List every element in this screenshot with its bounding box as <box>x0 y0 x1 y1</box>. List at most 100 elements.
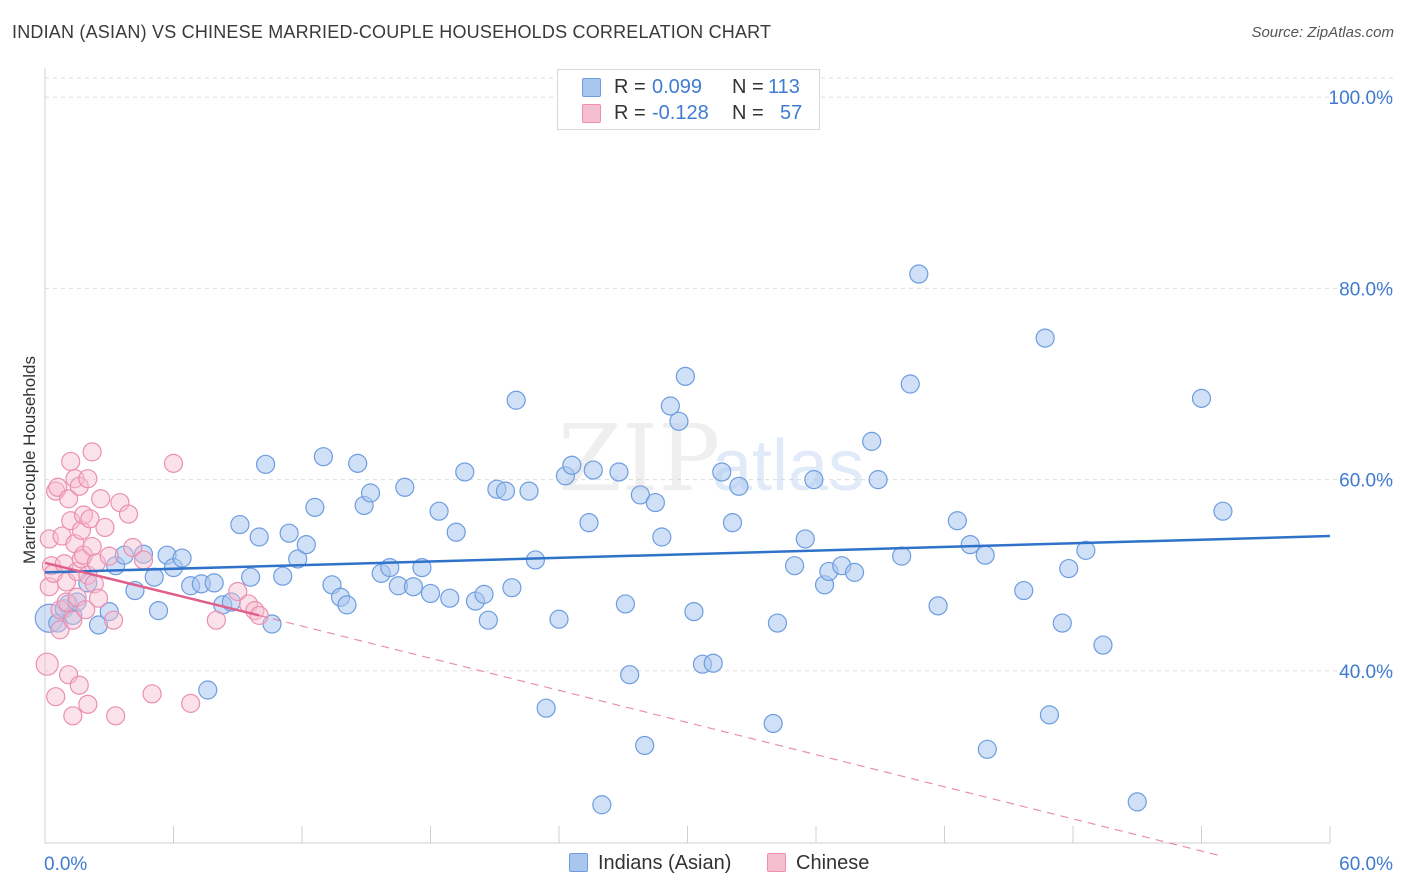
indians-point <box>440 588 460 608</box>
chinese-point <box>61 451 81 472</box>
y-tick-label: 80.0% <box>1339 279 1393 300</box>
indians-point <box>635 735 655 756</box>
y-tick-label: 40.0% <box>1339 662 1393 683</box>
indians-point <box>609 462 629 482</box>
indians-point <box>549 609 569 629</box>
indians-point <box>579 513 599 533</box>
indians-point <box>420 583 441 604</box>
indians-point <box>900 374 920 394</box>
indians-point <box>144 567 164 587</box>
chinese-point <box>78 694 98 714</box>
chinese-point <box>95 517 115 538</box>
indians-point <box>288 549 308 569</box>
indians-point <box>348 453 368 473</box>
chinese-point <box>82 442 102 462</box>
chinese-point <box>181 693 201 713</box>
watermark: ZIP atlas <box>558 405 864 512</box>
indians-point <box>652 527 672 547</box>
legend-n-label: N = <box>732 76 764 98</box>
indians-point <box>684 601 704 622</box>
indians-point <box>763 713 783 734</box>
points-layer <box>34 264 1233 815</box>
indians-point <box>519 481 539 501</box>
indians-point <box>249 527 269 547</box>
chinese-point <box>78 469 98 489</box>
indians-point <box>645 492 665 513</box>
indians-point <box>1093 635 1113 655</box>
indians-point <box>592 795 612 815</box>
trend-layer <box>44 534 1331 857</box>
indians-point <box>1076 540 1096 560</box>
indians-point <box>525 550 546 570</box>
indians-point <box>495 481 516 501</box>
bottom-legend-chinese: Chinese <box>767 852 869 875</box>
chinese-point <box>118 504 139 524</box>
indians-point <box>1014 580 1034 601</box>
indians-point <box>455 462 475 482</box>
legend-r-value: -0.128 <box>652 102 709 124</box>
legend-swatch-blue <box>582 78 601 97</box>
indians-point <box>583 460 603 480</box>
indians-point <box>230 514 250 535</box>
indians-point <box>1035 328 1055 348</box>
bottom-legend-label-indians: Indians (Asian) <box>598 852 732 874</box>
chart-title: INDIAN (ASIAN) VS CHINESE MARRIED-COUPLE… <box>12 22 772 42</box>
indians-point <box>446 522 466 542</box>
indians-point <box>1127 792 1147 812</box>
chinese-point <box>103 610 124 630</box>
x-tick-label-right: 60.0% <box>1339 854 1393 875</box>
chinese-trend-line <box>44 561 260 617</box>
indians-point <box>703 653 723 673</box>
indians-point <box>975 545 995 565</box>
indians-point <box>804 470 824 490</box>
bottom-legend-indians: Indians (Asian) <box>569 852 731 875</box>
indians-trend-line <box>44 534 1331 574</box>
chinese-point <box>91 489 111 509</box>
indians-point <box>722 513 743 533</box>
chinese-point <box>133 550 154 570</box>
indians-point <box>1039 705 1060 725</box>
indians-point <box>784 556 805 576</box>
indians-point <box>909 264 929 284</box>
indians-point <box>729 476 749 496</box>
indians-point <box>478 610 498 630</box>
indians-point <box>862 431 882 451</box>
indians-point <box>1191 388 1212 408</box>
indians-point <box>947 511 967 531</box>
indians-point <box>502 578 522 598</box>
axes-layer: 100.0% 80.0% 60.0% 40.0% <box>44 68 1393 844</box>
chinese-point <box>50 620 70 640</box>
chinese-point <box>106 706 126 726</box>
chinese-point <box>99 546 119 566</box>
indians-point <box>403 577 423 597</box>
indians-point <box>562 455 582 475</box>
indians-point <box>204 573 224 593</box>
chinese-point <box>76 600 96 620</box>
indians-point <box>928 596 948 616</box>
chinese-trend-extension <box>259 614 1224 857</box>
indians-point <box>88 615 109 635</box>
legend-r-label: R = <box>614 102 646 124</box>
indians-point <box>313 447 334 467</box>
legend-n-label: N = <box>732 102 764 124</box>
indians-point <box>1213 501 1233 521</box>
indians-point <box>148 601 169 621</box>
chinese-point <box>56 592 77 612</box>
chinese-point <box>63 610 83 630</box>
legend-r-label: R = <box>614 76 646 98</box>
legend-n-value: 113 <box>768 76 800 98</box>
chinese-point <box>163 453 184 473</box>
indians-point <box>767 613 788 633</box>
indians-point <box>712 462 732 482</box>
chinese-point <box>123 537 143 558</box>
indians-point <box>795 529 815 549</box>
indians-point <box>630 485 650 505</box>
indians-point <box>133 544 154 564</box>
indians-point <box>669 411 689 431</box>
indians-point <box>429 501 449 521</box>
indians-point <box>198 680 218 700</box>
chinese-point <box>88 588 109 608</box>
chinese-point <box>69 675 89 695</box>
legend: R = 0.099 N = 113 R = -0.128 N = 57 <box>557 69 820 130</box>
